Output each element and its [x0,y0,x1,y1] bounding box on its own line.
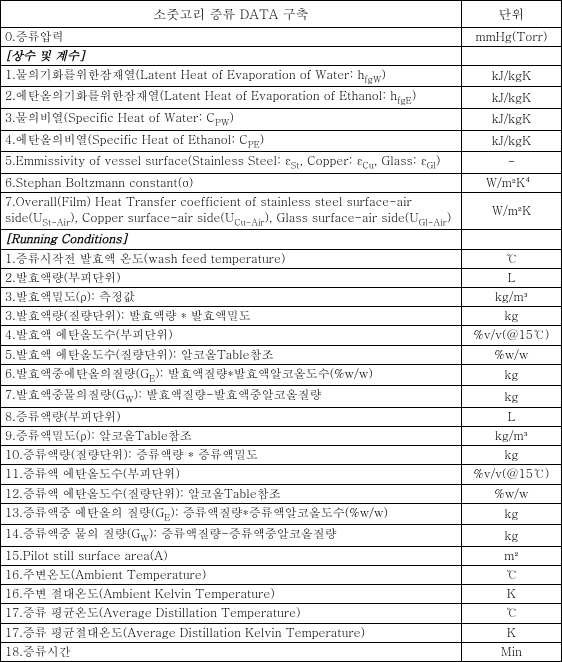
row-unit [461,230,561,249]
table-row: 0.증류압력mmHg(Torr) [1,27,562,46]
row-unit: kg/m³ [461,427,561,446]
row-description: 3.물의비열(Specific Heat of Water: CPW) [1,108,462,130]
row-description: 0.증류압력 [1,27,462,46]
row-description: 7.발효액중물의질량(GW): 발효액질량-발효액중알코올질량 [1,386,462,408]
header-description: 소줏고리 증류 DATA 구축 [1,1,462,28]
row-description: 13.증류액중 에탄올의 질량(GE): 증류액질량*증류액알코올도수(%w/w… [1,503,462,525]
row-unit: kg [461,307,561,326]
table-row: 9.증류액밀도(ρ): 알코올Table참조kg/m³ [1,427,562,446]
row-unit: mmHg(Torr) [461,27,561,46]
row-description: 18.증류시간 [1,642,462,661]
table-row: 4.에탄올의비열(Specific Heat of Ethanol: CPE)k… [1,130,562,152]
row-description: 17.증류 평균온도(Average Distillation Temperat… [1,604,462,623]
row-unit: W/m²K [461,192,561,230]
table-row: 16.주변 절대온도(Ambient Kelvin Temperature)K [1,585,562,604]
table-row: 4.발효액 에탄올도수(부피단위)%v/v(@15℃) [1,326,562,345]
row-unit: kg [461,525,561,547]
data-table: 소줏고리 증류 DATA 구축 단위 0.증류압력mmHg(Torr)[상수 및… [0,0,562,662]
header-unit: 단위 [461,1,561,28]
row-unit: %v/v(@15℃) [461,465,561,484]
table-row: [상수 및 계수] [1,46,562,65]
row-description: [상수 및 계수] [1,46,462,65]
table-row: 16.주변온도(Ambient Temperature)℃ [1,566,562,585]
row-unit: kg [461,503,561,525]
row-description: 14.증류액중 물의 질량(GW): 증류액질량-증류액중알코올질량 [1,525,462,547]
row-unit: Min [461,642,561,661]
table-row: 10.증류액량(질량단위): 증류액량 * 증류액밀도kg [1,446,562,465]
table-row: 17.증류 평균절대온도(Average Distillation Kelvin… [1,623,562,642]
row-description: 15.Pilot still surface area(A) [1,546,462,565]
row-description: 5.Emmissivity of vessel surface(Stainles… [1,152,462,174]
row-unit: K [461,585,561,604]
table-row: 5.발효액 에탄올도수(질량단위): 알코올Table참조%w/w [1,345,562,364]
row-description: 3.발효액량(질량단위): 발효액량 * 발효액밀도 [1,307,462,326]
table-row: 15.Pilot still surface area(A)m² [1,546,562,565]
row-unit: L [461,407,561,426]
row-unit: - [461,152,561,174]
row-description: 12.증류액 에탄올도수(질량단위): 알코올Table참조 [1,484,462,503]
row-description: 2.발효액량(부피단위) [1,268,462,287]
row-description: [Running Conditions] [1,230,462,249]
table-row: 3.발효액밀도(ρ): 측정값kg/m³ [1,288,562,307]
row-description: 1.증류시작전 발효액 온도(wash feed temperature) [1,249,462,268]
table-row: 7.Overall(Film) Heat Transfer coefficien… [1,192,562,230]
table-header-row: 소줏고리 증류 DATA 구축 단위 [1,1,562,28]
table-row: 6.발효액중에탄올의질량(GE): 발효액질량*발효액알코올도수(%w/w)kg [1,364,562,386]
row-unit: %w/w [461,345,561,364]
row-description: 7.Overall(Film) Heat Transfer coefficien… [1,192,462,230]
row-unit: kg/m³ [461,288,561,307]
row-description: 3.발효액밀도(ρ): 측정값 [1,288,462,307]
table-row: 1.증류시작전 발효액 온도(wash feed temperature)℃ [1,249,562,268]
table-row: 3.물의비열(Specific Heat of Water: CPW)kJ/kg… [1,108,562,130]
row-unit: W/m²K⁴ [461,173,561,192]
table-row: 5.Emmissivity of vessel surface(Stainles… [1,152,562,174]
row-unit: kJ/kgK [461,65,561,87]
table-row: 13.증류액중 에탄올의 질량(GE): 증류액질량*증류액알코올도수(%w/w… [1,503,562,525]
row-description: 16.주변온도(Ambient Temperature) [1,566,462,585]
row-description: 4.발효액 에탄올도수(부피단위) [1,326,462,345]
row-unit: kg [461,446,561,465]
row-unit: kJ/kgK [461,130,561,152]
row-description: 16.주변 절대온도(Ambient Kelvin Temperature) [1,585,462,604]
row-unit: ℃ [461,249,561,268]
row-description: 4.에탄올의비열(Specific Heat of Ethanol: CPE) [1,130,462,152]
table-row: 2.발효액량(부피단위)L [1,268,562,287]
table-row: 17.증류 평균온도(Average Distillation Temperat… [1,604,562,623]
row-unit: kJ/kgK [461,87,561,109]
row-description: 11.증류액 에탄올도수(부피단위) [1,465,462,484]
row-unit: L [461,268,561,287]
row-unit: kg [461,386,561,408]
row-unit: kJ/kgK [461,108,561,130]
row-description: 10.증류액량(질량단위): 증류액량 * 증류액밀도 [1,446,462,465]
row-description: 9.증류액밀도(ρ): 알코올Table참조 [1,427,462,446]
table-row: [Running Conditions] [1,230,562,249]
table-row: 1.물의기화를위한잠재열(Latent Heat of Evaporation … [1,65,562,87]
row-unit: %v/v(@15℃) [461,326,561,345]
table-row: 7.발효액중물의질량(GW): 발효액질량-발효액중알코올질량kg [1,386,562,408]
row-description: 8.증류액량(부피단위) [1,407,462,426]
table-row: 8.증류액량(부피단위)L [1,407,562,426]
row-unit [461,46,561,65]
table-row: 11.증류액 에탄올도수(부피단위)%v/v(@15℃) [1,465,562,484]
table-row: 18.증류시간Min [1,642,562,661]
row-description: 1.물의기화를위한잠재열(Latent Heat of Evaporation … [1,65,462,87]
row-unit: m² [461,546,561,565]
row-description: 6.발효액중에탄올의질량(GE): 발효액질량*발효액알코올도수(%w/w) [1,364,462,386]
row-unit: K [461,623,561,642]
table-row: 6.Stephan Boltzmann constant(σ)W/m²K⁴ [1,173,562,192]
row-unit: %w/w [461,484,561,503]
table-row: 14.증류액중 물의 질량(GW): 증류액질량-증류액중알코올질량kg [1,525,562,547]
table-row: 3.발효액량(질량단위): 발효액량 * 발효액밀도kg [1,307,562,326]
row-description: 5.발효액 에탄올도수(질량단위): 알코올Table참조 [1,345,462,364]
row-unit: ℃ [461,604,561,623]
row-description: 2.에탄올의기화를위한잠재열(Latent Heat of Evaporatio… [1,87,462,109]
row-description: 17.증류 평균절대온도(Average Distillation Kelvin… [1,623,462,642]
row-description: 6.Stephan Boltzmann constant(σ) [1,173,462,192]
row-unit: ℃ [461,566,561,585]
table-row: 2.에탄올의기화를위한잠재열(Latent Heat of Evaporatio… [1,87,562,109]
table-row: 12.증류액 에탄올도수(질량단위): 알코올Table참조%w/w [1,484,562,503]
row-unit: kg [461,364,561,386]
